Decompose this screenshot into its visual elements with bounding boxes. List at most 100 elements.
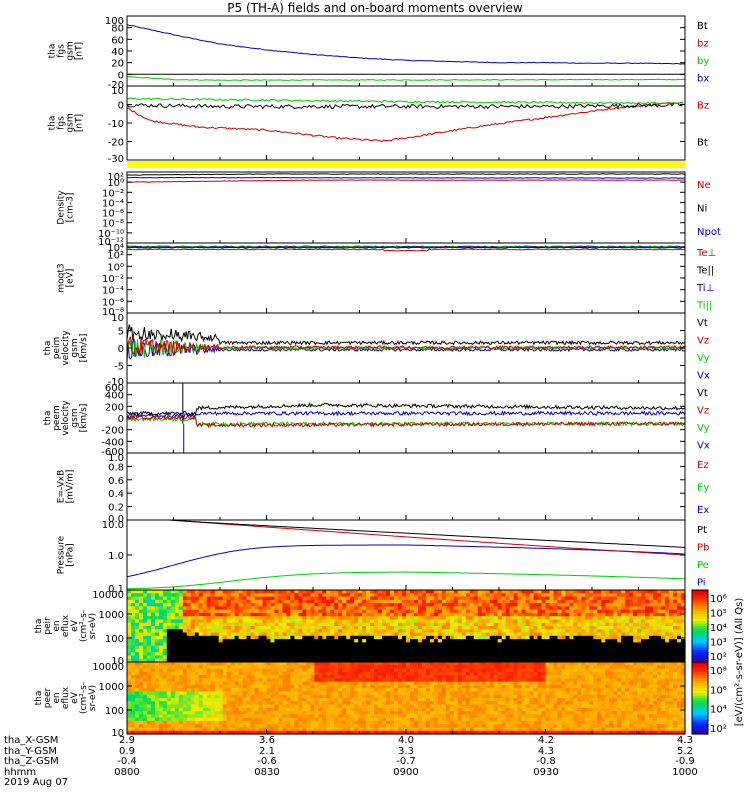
spectrogram-cell	[182, 694, 188, 699]
spectrogram-cell	[342, 701, 347, 706]
spectrogram-cell	[382, 599, 387, 604]
spectrogram-cell	[314, 639, 319, 643]
spectrogram-cell	[186, 671, 192, 676]
spectrogram-cell	[517, 619, 523, 624]
spectrogram-cell	[162, 727, 168, 732]
spectrogram-cell	[382, 639, 387, 643]
spectrogram-cell	[170, 717, 176, 722]
spectrogram-cell	[190, 694, 196, 699]
spectrogram-cell	[127, 688, 132, 693]
spectrogram-cell	[362, 606, 367, 611]
series-line-density-Ni	[126, 173, 686, 176]
spectrogram-cell	[234, 642, 240, 647]
spectrogram-cell	[621, 616, 626, 621]
spectrogram-cell	[246, 590, 252, 594]
spectrogram-cell	[262, 707, 268, 712]
spectrogram-cell	[338, 720, 343, 725]
spectrogram-cell	[186, 603, 192, 607]
spectrogram-cell	[406, 609, 411, 614]
spectrogram-cell	[318, 671, 323, 676]
spectrogram-cell	[194, 730, 200, 735]
y-axis-label-line-peim_vel-3: gsm	[70, 338, 80, 357]
spectrogram-cell	[605, 655, 610, 660]
spectrogram-cell	[314, 707, 319, 712]
spectrogram-cell	[398, 609, 403, 614]
spectrogram-cell	[226, 662, 232, 666]
spectrogram-cell	[541, 652, 547, 657]
spectrogram-cell	[338, 675, 343, 679]
spectrogram-cell	[346, 730, 351, 735]
spectrogram-cell	[649, 596, 654, 601]
spectrogram-cell	[266, 635, 272, 640]
spectrogram-cell	[182, 691, 188, 696]
y-tick-label-density-7: 10⁻¹²	[98, 237, 124, 248]
spectrogram-cell	[270, 593, 276, 598]
spectrogram-cell	[154, 622, 160, 627]
spectrogram-cell	[525, 603, 531, 607]
spectrogram-cell	[234, 629, 240, 634]
spectrogram-cell	[421, 622, 427, 627]
spectrogram-cell	[206, 590, 212, 594]
spectrogram-cell	[358, 727, 363, 732]
spectrogram-cell	[138, 609, 144, 614]
spectrogram-cell	[306, 701, 311, 706]
spectrogram-cell	[417, 635, 423, 640]
spectrogram-cell	[262, 681, 268, 686]
spectrogram-cell	[214, 593, 220, 598]
spectrogram-cell	[330, 658, 335, 663]
spectrogram-cell	[673, 645, 678, 650]
spectrogram-cell	[485, 609, 491, 614]
spectrogram-cell	[617, 648, 622, 653]
spectrogram-cell	[306, 635, 311, 640]
spectrogram-cell	[417, 652, 423, 657]
spectrogram-cell	[194, 632, 200, 637]
spectrogram-cell	[354, 684, 359, 689]
spectrogram-cell	[190, 684, 196, 689]
spectrogram-cell	[146, 635, 152, 640]
spectrogram-cell	[266, 596, 272, 601]
spectrogram-cell	[326, 642, 331, 647]
spectrogram-cell	[242, 603, 248, 607]
spectrogram-cell	[593, 642, 598, 647]
spectrogram-cell	[641, 612, 646, 617]
spectrogram-cell	[386, 648, 391, 653]
spectrogram-cell	[362, 678, 367, 683]
spectrogram-cell	[473, 648, 479, 653]
spectrogram-cell	[398, 662, 403, 666]
spectrogram-cell	[649, 648, 654, 653]
spectrogram-cell	[198, 632, 204, 637]
spectrogram-cell	[250, 635, 256, 640]
spectrogram-cell	[254, 648, 260, 653]
spectrogram-cell	[166, 645, 172, 650]
spectrogram-cell	[298, 648, 303, 653]
spectrogram-cell	[170, 626, 176, 630]
spectrogram-cell	[130, 671, 136, 676]
spectrogram-cell	[306, 655, 311, 660]
spectrogram-cell	[302, 694, 307, 699]
spectrogram-cell	[234, 724, 240, 729]
spectrogram-cell	[509, 639, 515, 643]
spectrogram-cell	[138, 730, 144, 735]
spectrogram-cell	[358, 668, 363, 673]
spectrogram-cell	[394, 639, 399, 643]
spectrogram-cell	[613, 645, 618, 650]
spectrogram-cell	[425, 606, 431, 611]
spectrogram-cell	[342, 704, 347, 709]
spectrogram-cell	[441, 593, 447, 598]
spectrogram-cell	[549, 603, 555, 607]
spectrogram-cell	[290, 681, 295, 686]
spectrogram-cell	[226, 694, 232, 699]
spectrogram-cell	[437, 603, 443, 607]
spectrogram-cell	[525, 590, 531, 594]
spectrogram-cell	[314, 635, 319, 640]
spectrogram-cell	[170, 639, 176, 643]
spectrogram-cell	[394, 714, 399, 719]
spectrogram-cell	[314, 619, 319, 624]
spectrogram-cell	[441, 616, 447, 621]
spectrogram-cell	[134, 635, 140, 640]
spectrogram-cell	[226, 609, 232, 614]
spectrogram-cell	[178, 658, 184, 663]
spectrogram-cell	[593, 606, 598, 611]
spectrogram-cell	[641, 655, 646, 660]
spectrogram-cell	[362, 662, 367, 666]
